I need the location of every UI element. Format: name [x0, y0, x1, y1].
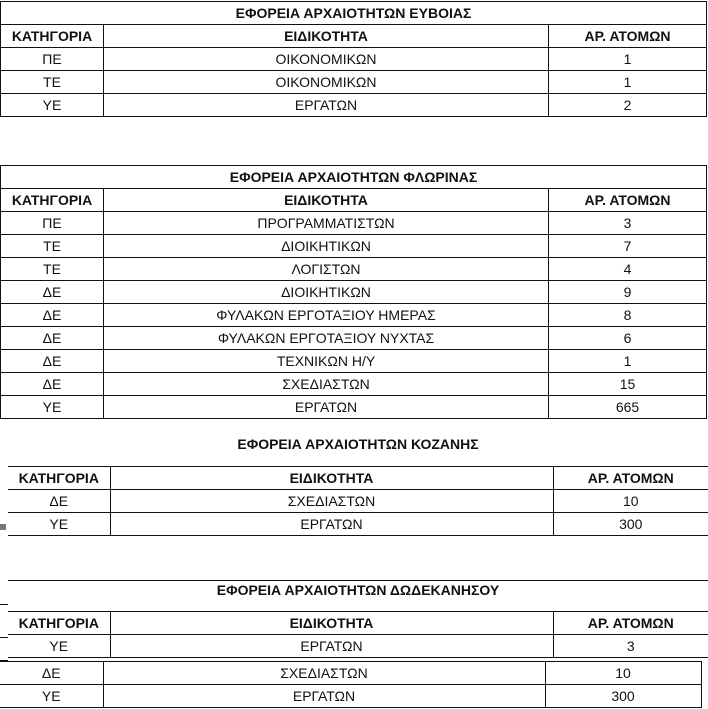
cell-specialty: ΕΡΓΑΤΩΝ [103, 684, 546, 708]
cell-category: ΔΕ [0, 661, 104, 685]
cell-specialty: ΟΙΚΟΝΟΜΙΚΩΝ [103, 70, 549, 94]
cell-count: 2 [547, 93, 708, 117]
cell-category: ΔΕ [0, 372, 104, 396]
table-row: ΤΕ ΟΙΚΟΝΟΜΙΚΩΝ 1 [0, 70, 708, 94]
cell-specialty: ΦΥΛΑΚΩΝ ΕΡΓΟΤΑΞΙΟΥ ΝΥΧΤΑΣ [103, 326, 549, 350]
cell-specialty: ΤΕΧΝΙΚΩΝ Η/Υ [103, 349, 549, 373]
cell-count: 7 [548, 234, 707, 258]
cell-count: 6 [548, 326, 707, 350]
cell-count: 300 [545, 684, 702, 708]
table-title-kozani: ΕΦΟΡΕΙΑ ΑΡΧΑΙΟΤΗΤΩΝ ΚΟΖΑΝΗΣ [237, 436, 479, 452]
gray-marker [0, 524, 6, 530]
cell-category: ΠΕ [0, 47, 104, 71]
cell-category: ΥΕ [8, 634, 111, 658]
table-row: ΔΕ ΤΕΧΝΙΚΩΝ Η/Υ 1 [0, 349, 707, 373]
header-specialty: ΕΙΔΙΚΟΤΗΤΑ [110, 611, 554, 635]
header-category: ΚΑΤΗΓΟΡΙΑ [8, 466, 111, 490]
header-specialty: ΕΙΔΙΚΟΤΗΤΑ [103, 24, 549, 48]
cell-category: ΤΕ [0, 70, 104, 94]
table-row: ΔΕ ΣΧΕΔΙΑΣΤΩΝ 10 [8, 489, 708, 513]
header-count: ΑΡ. ΑΤΟΜΩΝ [553, 611, 708, 635]
cell-specialty: ΕΡΓΑΤΩΝ [103, 93, 549, 117]
header-category: ΚΑΤΗΓΟΡΙΑ [0, 188, 104, 212]
table-row: ΔΕ ΣΧΕΔΙΑΣΤΩΝ 10 [0, 661, 702, 685]
margin-mark [0, 604, 8, 605]
cell-count: 9 [548, 280, 707, 304]
table-row: ΠΕ ΠΡΟΓΡΑΜΜΑΤΙΣΤΩΝ 3 [0, 211, 707, 235]
table-row: ΥΕ ΕΡΓΑΤΩΝ 2 [0, 93, 708, 117]
cell-category: ΠΕ [0, 211, 104, 235]
header-category: ΚΑΤΗΓΟΡΙΑ [0, 24, 104, 48]
cell-specialty: ΣΧΕΔΙΑΣΤΩΝ [110, 489, 554, 513]
table-dodecanese: ΚΑΤΗΓΟΡΙΑ ΕΙΔΙΚΟΤΗΤΑ ΑΡ. ΑΤΟΜΩΝ ΥΕ ΕΡΓΑΤΩΝ 3 [8, 611, 708, 658]
cell-specialty: ΣΧΕΔΙΑΣΤΩΝ [103, 661, 546, 685]
margin-mark [0, 637, 8, 638]
cell-specialty: ΣΧΕΔΙΑΣΤΩΝ [103, 372, 549, 396]
cell-specialty: ΔΙΟΙΚΗΤΙΚΩΝ [103, 280, 549, 304]
table-evia: ΕΦΟΡΕΙΑ ΑΡΧΑΙΟΤΗΤΩΝ ΕΥΒΟΙΑΣ ΚΑΤΗΓΟΡΙΑ ΕΙΔ… [0, 1, 708, 117]
cell-specialty: ΕΡΓΑΤΩΝ [103, 395, 549, 419]
cell-specialty: ΟΙΚΟΝΟΜΙΚΩΝ [103, 47, 549, 71]
cell-category: ΤΕ [0, 234, 104, 258]
cell-specialty: ΠΡΟΓΡΑΜΜΑΤΙΣΤΩΝ [103, 211, 549, 235]
cell-count: 1 [547, 70, 708, 94]
cell-specialty: ΕΡΓΑΤΩΝ [110, 512, 554, 536]
cell-count: 665 [548, 395, 707, 419]
table-row: ΔΕ ΣΧΕΔΙΑΣΤΩΝ 15 [0, 372, 707, 396]
table-title: ΕΦΟΡΕΙΑ ΑΡΧΑΙΟΤΗΤΩΝ ΕΥΒΟΙΑΣ [0, 1, 708, 25]
header-category: ΚΑΤΗΓΟΡΙΑ [8, 611, 111, 635]
table-row: ΥΕ ΕΡΓΑΤΩΝ 3 [8, 634, 708, 658]
margin-mark [0, 660, 8, 661]
table-row: ΔΕ ΔΙΟΙΚΗΤΙΚΩΝ 9 [0, 280, 707, 304]
header-specialty: ΕΙΔΙΚΟΤΗΤΑ [110, 466, 554, 490]
cell-category: ΔΕ [0, 303, 104, 327]
divider [8, 580, 708, 581]
table-kozani: ΚΑΤΗΓΟΡΙΑ ΕΙΔΙΚΟΤΗΤΑ ΑΡ. ΑΤΟΜΩΝ ΔΕ ΣΧΕΔΙΑΣΤ… [8, 466, 708, 536]
table-row: ΤΕ ΛΟΓΙΣΤΩΝ 4 [0, 257, 707, 281]
cell-count: 10 [545, 661, 702, 685]
cell-specialty: ΛΟΓΙΣΤΩΝ [103, 257, 549, 281]
cell-count: 300 [553, 512, 708, 536]
cell-count: 1 [548, 349, 707, 373]
cell-count: 1 [547, 47, 708, 71]
table-title: ΕΦΟΡΕΙΑ ΑΡΧΑΙΟΤΗΤΩΝ ΦΛΩΡΙΝΑΣ [0, 165, 707, 189]
header-count: ΑΡ. ΑΤΟΜΩΝ [547, 24, 708, 48]
table-row: ΥΕ ΕΡΓΑΤΩΝ 300 [8, 512, 708, 536]
cell-category: ΔΕ [0, 326, 104, 350]
cell-category: ΤΕ [0, 257, 104, 281]
table-dodecanese-continued: ΔΕ ΣΧΕΔΙΑΣΤΩΝ 10 ΥΕ ΕΡΓΑΤΩΝ 300 [0, 661, 702, 708]
table-title-dodecanese: ΕΦΟΡΕΙΑ ΑΡΧΑΙΟΤΗΤΩΝ ΔΩΔΕΚΑΝΗΣΟΥ [216, 582, 500, 598]
cell-category: ΥΕ [0, 395, 104, 419]
cell-count: 15 [548, 372, 707, 396]
cell-count: 3 [553, 634, 708, 658]
cell-count: 8 [548, 303, 707, 327]
cell-specialty: ΔΙΟΙΚΗΤΙΚΩΝ [103, 234, 549, 258]
table-row: ΤΕ ΔΙΟΙΚΗΤΙΚΩΝ 7 [0, 234, 707, 258]
cell-category: ΔΕ [8, 489, 111, 513]
cell-count: 3 [548, 211, 707, 235]
header-count: ΑΡ. ΑΤΟΜΩΝ [553, 466, 708, 490]
cell-category: ΥΕ [0, 93, 104, 117]
cell-specialty: ΕΡΓΑΤΩΝ [110, 634, 554, 658]
cell-count: 4 [548, 257, 707, 281]
table-florina: ΕΦΟΡΕΙΑ ΑΡΧΑΙΟΤΗΤΩΝ ΦΛΩΡΙΝΑΣ ΚΑΤΗΓΟΡΙΑ ΕΙ… [0, 165, 707, 419]
table-row: ΠΕ ΟΙΚΟΝΟΜΙΚΩΝ 1 [0, 47, 708, 71]
header-specialty: ΕΙΔΙΚΟΤΗΤΑ [103, 188, 549, 212]
table-row: ΥΕ ΕΡΓΑΤΩΝ 300 [0, 684, 702, 708]
table-row: ΔΕ ΦΥΛΑΚΩΝ ΕΡΓΟΤΑΞΙΟΥ ΝΥΧΤΑΣ 6 [0, 326, 707, 350]
table-row: ΥΕ ΕΡΓΑΤΩΝ 665 [0, 395, 707, 419]
cell-category: ΥΕ [0, 684, 104, 708]
cell-category: ΥΕ [8, 512, 111, 536]
header-count: ΑΡ. ΑΤΟΜΩΝ [548, 188, 707, 212]
cell-count: 10 [553, 489, 708, 513]
cell-specialty: ΦΥΛΑΚΩΝ ΕΡΓΟΤΑΞΙΟΥ ΗΜΕΡΑΣ [103, 303, 549, 327]
table-row: ΔΕ ΦΥΛΑΚΩΝ ΕΡΓΟΤΑΞΙΟΥ ΗΜΕΡΑΣ 8 [0, 303, 707, 327]
cell-category: ΔΕ [0, 349, 104, 373]
cell-category: ΔΕ [0, 280, 104, 304]
